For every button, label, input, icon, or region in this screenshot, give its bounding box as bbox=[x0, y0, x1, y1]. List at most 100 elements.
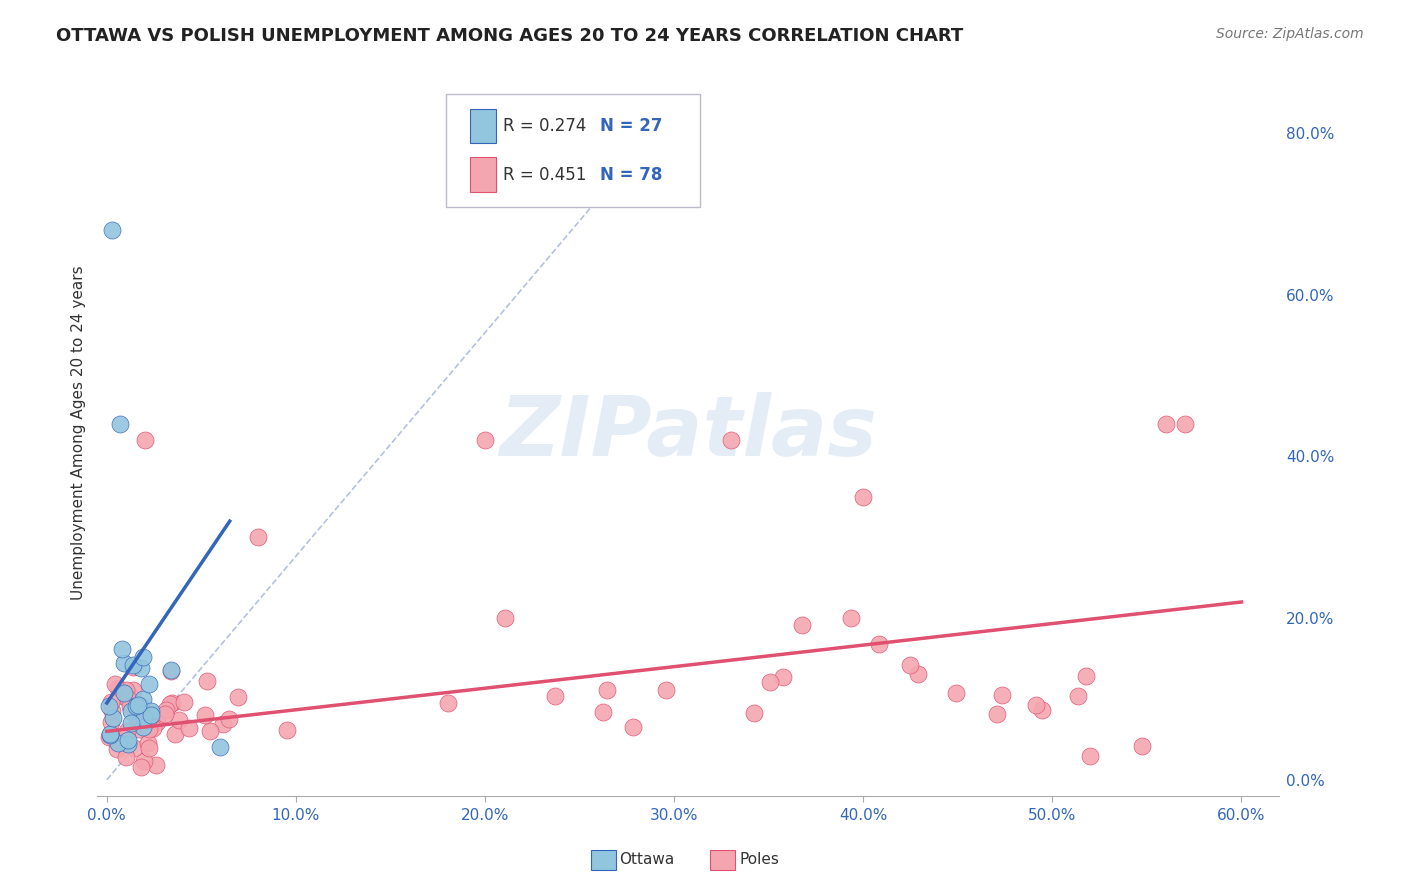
Point bbox=[1067, 689, 1090, 703]
Text: Ottawa: Ottawa bbox=[619, 853, 673, 867]
Point bbox=[131, 760, 153, 774]
Point bbox=[195, 673, 218, 688]
Point bbox=[198, 723, 221, 738]
Point bbox=[138, 723, 160, 737]
Point bbox=[138, 710, 160, 724]
Bar bbox=[470, 109, 496, 144]
Point bbox=[1078, 748, 1101, 763]
Point bbox=[121, 682, 143, 697]
Point bbox=[218, 712, 240, 726]
Point bbox=[132, 650, 155, 665]
Point bbox=[122, 657, 145, 672]
Point bbox=[155, 702, 177, 716]
Point bbox=[209, 740, 232, 755]
Point bbox=[125, 709, 148, 723]
Point bbox=[544, 690, 567, 704]
Y-axis label: Unemployment Among Ages 20 to 24 years: Unemployment Among Ages 20 to 24 years bbox=[72, 265, 86, 599]
Point bbox=[98, 728, 121, 742]
Point bbox=[138, 740, 160, 755]
Point bbox=[790, 618, 813, 632]
Point bbox=[121, 660, 143, 674]
Point bbox=[132, 692, 155, 706]
Point bbox=[97, 731, 120, 745]
Point bbox=[436, 696, 458, 710]
Point bbox=[772, 670, 794, 684]
Point bbox=[1130, 739, 1153, 753]
Point bbox=[1154, 417, 1177, 432]
Point bbox=[103, 729, 125, 743]
FancyBboxPatch shape bbox=[446, 94, 700, 207]
Point bbox=[128, 716, 150, 731]
Point bbox=[104, 676, 127, 690]
Point bbox=[101, 711, 124, 725]
Point bbox=[742, 706, 765, 720]
Text: R = 0.451: R = 0.451 bbox=[503, 166, 586, 184]
Point bbox=[115, 724, 138, 739]
Text: ZIPatlas: ZIPatlas bbox=[499, 392, 877, 473]
Point bbox=[127, 703, 149, 717]
Point bbox=[142, 710, 165, 724]
Point bbox=[114, 690, 136, 704]
Point bbox=[107, 736, 129, 750]
Point bbox=[1025, 698, 1047, 712]
Point bbox=[105, 741, 128, 756]
Point bbox=[247, 530, 270, 544]
Point bbox=[179, 721, 201, 735]
Point bbox=[100, 727, 122, 741]
Point bbox=[1174, 417, 1197, 432]
Point bbox=[494, 611, 516, 625]
Point bbox=[986, 707, 1008, 722]
Point bbox=[108, 417, 131, 432]
Point bbox=[211, 716, 233, 731]
Point bbox=[134, 711, 156, 725]
Point bbox=[100, 695, 122, 709]
Point bbox=[115, 683, 138, 698]
Point bbox=[167, 714, 190, 728]
Text: Poles: Poles bbox=[740, 853, 779, 867]
Point bbox=[122, 741, 145, 756]
Point bbox=[990, 688, 1012, 702]
Point bbox=[655, 683, 678, 698]
Text: Source: ZipAtlas.com: Source: ZipAtlas.com bbox=[1216, 27, 1364, 41]
Point bbox=[112, 656, 135, 670]
Point bbox=[194, 708, 217, 723]
Point bbox=[121, 716, 143, 731]
Point bbox=[162, 696, 184, 710]
Point bbox=[139, 704, 162, 718]
Point bbox=[129, 698, 152, 712]
Point bbox=[136, 736, 159, 750]
Point bbox=[276, 723, 298, 737]
Point bbox=[132, 754, 155, 768]
Point bbox=[101, 704, 124, 718]
Point bbox=[136, 713, 159, 727]
Point bbox=[117, 733, 139, 747]
Text: OTTAWA VS POLISH UNEMPLOYMENT AMONG AGES 20 TO 24 YEARS CORRELATION CHART: OTTAWA VS POLISH UNEMPLOYMENT AMONG AGES… bbox=[56, 27, 963, 45]
Text: R = 0.274: R = 0.274 bbox=[503, 117, 586, 135]
Point bbox=[101, 223, 124, 237]
Point bbox=[159, 698, 181, 712]
Point bbox=[118, 698, 141, 713]
Point bbox=[120, 704, 142, 718]
Bar bbox=[470, 157, 496, 192]
Point bbox=[117, 691, 139, 706]
Point bbox=[145, 758, 167, 772]
Text: N = 27: N = 27 bbox=[600, 117, 662, 135]
Point bbox=[1076, 669, 1098, 683]
Point bbox=[118, 688, 141, 702]
Point bbox=[592, 706, 614, 720]
Point bbox=[173, 695, 195, 709]
Point bbox=[139, 708, 162, 723]
Point bbox=[117, 737, 139, 751]
Point bbox=[107, 681, 129, 695]
Point bbox=[111, 642, 134, 657]
Point bbox=[852, 490, 875, 504]
Point bbox=[759, 674, 782, 689]
Point bbox=[907, 667, 929, 681]
Point bbox=[898, 658, 921, 673]
Point bbox=[128, 722, 150, 736]
Point bbox=[1031, 703, 1053, 717]
Point bbox=[134, 434, 156, 448]
Point bbox=[112, 686, 135, 700]
Point bbox=[226, 690, 249, 704]
Point bbox=[868, 637, 890, 651]
